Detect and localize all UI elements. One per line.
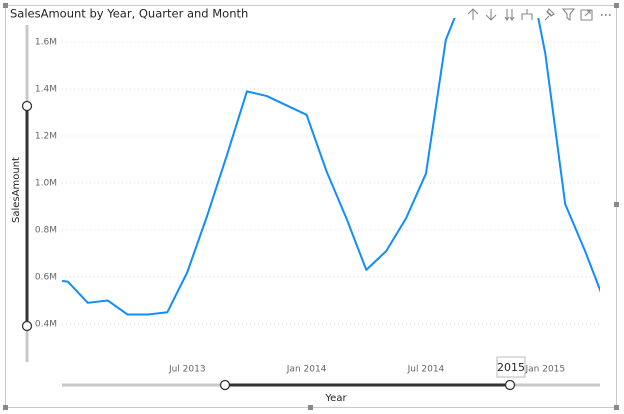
resize-handle[interactable] (3, 405, 8, 410)
x-axis-title: Year (324, 393, 347, 404)
resize-handle[interactable] (614, 202, 619, 207)
x-tick-label: Jan 2014 (286, 365, 327, 375)
pin[interactable] (544, 8, 555, 21)
x-tick-label: Jul 2013 (168, 365, 206, 375)
filter[interactable] (561, 8, 576, 22)
slider-tooltip: 2015 (497, 361, 525, 374)
visual-border (5, 5, 617, 408)
y-zoom-slider[interactable] (21, 25, 33, 362)
drill-down[interactable] (485, 9, 497, 21)
y-tick-label: 1.4M (35, 84, 57, 94)
y-tick-label: 0.4M (35, 319, 57, 329)
y-tick-label: 0.8M (35, 225, 57, 235)
visual-toolbar (467, 8, 611, 22)
expand-level[interactable] (521, 9, 533, 20)
resize-handle[interactable] (614, 3, 619, 8)
y-tick-label: 0.6M (35, 272, 57, 282)
focus-mode[interactable] (580, 9, 593, 21)
x-tick-label: Jan 2015 (525, 365, 566, 375)
drill-up[interactable] (467, 8, 479, 20)
chart-title: SalesAmount by Year, Quarter and Month (10, 7, 248, 21)
plot-area (62, 18, 600, 316)
y-axis-title: SalesAmount (11, 157, 22, 223)
x-zoom-slider[interactable] (62, 379, 600, 391)
x-tick-label: Jul 2014 (407, 365, 445, 375)
y-tick-label: 1.6M (35, 37, 57, 47)
resize-handle[interactable] (3, 3, 8, 8)
slider-tooltip-box (496, 356, 526, 378)
resize-handle[interactable] (308, 405, 313, 410)
resize-handle[interactable] (614, 405, 619, 410)
y-tick-label: 1.2M (35, 131, 57, 141)
y-tick-label: 1.0M (35, 178, 57, 188)
next-level[interactable] (504, 9, 515, 21)
series-line (62, 18, 600, 316)
